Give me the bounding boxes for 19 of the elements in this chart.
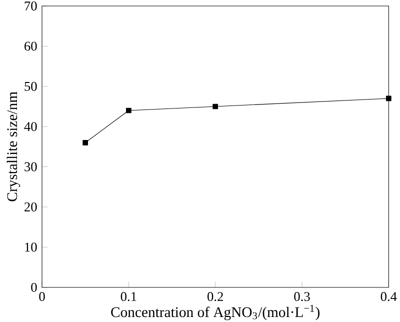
y-axis-title: Crystallite size/nm (6, 92, 20, 202)
x-tick-label: 0.4 (380, 292, 397, 302)
y-tick-label: 10 (25, 242, 37, 252)
point (386, 96, 392, 102)
x-tick-label: 0.2 (208, 292, 223, 302)
point (126, 108, 132, 114)
x-tick-label: 0.1 (120, 292, 136, 302)
y-tick-label: 30 (24, 162, 37, 172)
x-tick-label: 0 (39, 292, 45, 302)
y-tick-label: 40 (24, 122, 37, 132)
y-tick-label: 0 (31, 282, 37, 292)
y-tick-label: 60 (24, 42, 37, 51)
x-axis-title: Concentration of AgNO$_{3}$/(mol·L$^{−1}$) (111, 304, 320, 320)
y-tick-label: 70 (24, 2, 37, 10)
x-tick-label: 0.3 (294, 292, 310, 302)
point (212, 104, 218, 110)
y-tick-label: 50 (24, 82, 37, 91)
y-tick-label: 20 (24, 202, 37, 212)
point (82, 140, 88, 146)
